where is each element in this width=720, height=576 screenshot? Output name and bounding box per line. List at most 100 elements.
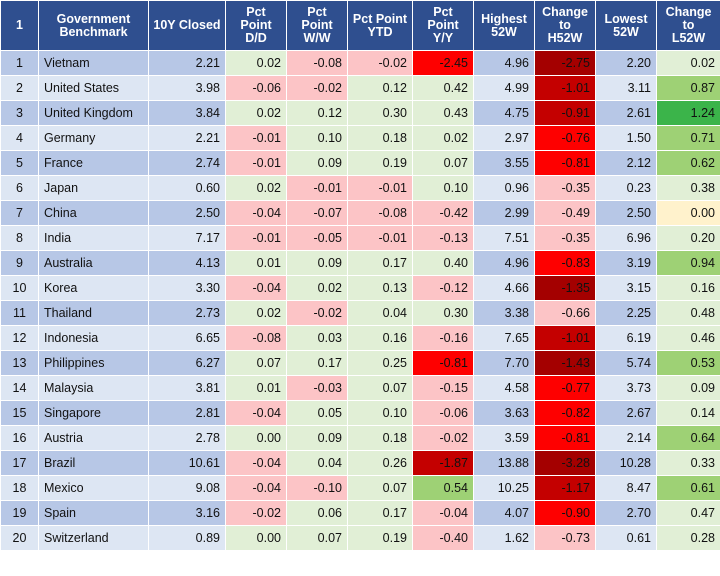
pct-ww: 0.09 xyxy=(286,425,348,451)
pct-ytd: 0.26 xyxy=(347,450,413,476)
pct-dd: 0.00 xyxy=(225,425,287,451)
country-name: Korea xyxy=(38,275,149,301)
col-ww[interactable]: Pct Point W/W xyxy=(286,0,348,51)
lowest-52w: 3.73 xyxy=(595,375,657,401)
table-row: 14 Malaysia 3.81 0.01 -0.03 0.07 -0.15 4… xyxy=(0,375,720,401)
pct-yy: -0.16 xyxy=(412,325,474,351)
row-index: 3 xyxy=(0,100,39,126)
highest-52w: 13.88 xyxy=(473,450,535,476)
col-ytd[interactable]: Pct Point YTD xyxy=(347,0,413,51)
col-dd[interactable]: Pct Point D/D xyxy=(225,0,287,51)
col-high52w[interactable]: Highest 52W xyxy=(473,0,535,51)
highest-52w: 3.55 xyxy=(473,150,535,176)
change-l52w: 0.64 xyxy=(656,425,720,451)
highest-52w: 2.97 xyxy=(473,125,535,151)
pct-ww: -0.03 xyxy=(286,375,348,401)
pct-yy: -1.87 xyxy=(412,450,474,476)
pct-dd: 0.01 xyxy=(225,375,287,401)
country-name: Japan xyxy=(38,175,149,201)
change-h52w: -0.66 xyxy=(534,300,596,326)
country-name: Mexico xyxy=(38,475,149,501)
table-row: 10 Korea 3.30 -0.04 0.02 0.13 -0.12 4.66… xyxy=(0,275,720,301)
yield-closed: 2.21 xyxy=(148,50,226,76)
lowest-52w: 5.74 xyxy=(595,350,657,376)
change-l52w: 0.38 xyxy=(656,175,720,201)
lowest-52w: 3.11 xyxy=(595,75,657,101)
pct-yy: 0.30 xyxy=(412,300,474,326)
highest-52w: 4.58 xyxy=(473,375,535,401)
table-row: 12 Indonesia 6.65 -0.08 0.03 0.16 -0.16 … xyxy=(0,325,720,351)
country-name: Malaysia xyxy=(38,375,149,401)
pct-dd: -0.02 xyxy=(225,500,287,526)
yield-closed: 7.17 xyxy=(148,225,226,251)
table-row: 4 Germany 2.21 -0.01 0.10 0.18 0.02 2.97… xyxy=(0,125,720,151)
pct-ytd: 0.30 xyxy=(347,100,413,126)
col-10y-closed[interactable]: 10Y Closed xyxy=(148,0,226,51)
pct-ww: -0.08 xyxy=(286,50,348,76)
pct-dd: 0.02 xyxy=(225,300,287,326)
pct-yy: 0.02 xyxy=(412,125,474,151)
col-benchmark[interactable]: Government Benchmark xyxy=(38,0,149,51)
yield-closed: 3.16 xyxy=(148,500,226,526)
change-l52w: 0.33 xyxy=(656,450,720,476)
highest-52w: 4.75 xyxy=(473,100,535,126)
pct-dd: -0.06 xyxy=(225,75,287,101)
table-row: 2 United States 3.98 -0.06 -0.02 0.12 0.… xyxy=(0,75,720,101)
col-change-h52w[interactable]: Change to H52W xyxy=(534,0,596,51)
country-name: Spain xyxy=(38,500,149,526)
yield-closed: 2.81 xyxy=(148,400,226,426)
col-change-l52w[interactable]: Change to L52W xyxy=(656,0,720,51)
yield-closed: 4.13 xyxy=(148,250,226,276)
bond-yield-table: 1 Government Benchmark 10Y Closed Pct Po… xyxy=(0,0,720,551)
pct-yy: 0.54 xyxy=(412,475,474,501)
pct-ytd: 0.16 xyxy=(347,325,413,351)
row-index: 11 xyxy=(0,300,39,326)
pct-yy: -2.45 xyxy=(412,50,474,76)
row-index: 16 xyxy=(0,425,39,451)
col-low52w[interactable]: Lowest 52W xyxy=(595,0,657,51)
highest-52w: 4.99 xyxy=(473,75,535,101)
change-h52w: -0.77 xyxy=(534,375,596,401)
pct-ytd: 0.18 xyxy=(347,425,413,451)
change-l52w: 0.47 xyxy=(656,500,720,526)
country-name: Singapore xyxy=(38,400,149,426)
pct-yy: 0.42 xyxy=(412,75,474,101)
pct-yy: -0.12 xyxy=(412,275,474,301)
pct-ytd: 0.17 xyxy=(347,250,413,276)
lowest-52w: 2.14 xyxy=(595,425,657,451)
change-l52w: 0.20 xyxy=(656,225,720,251)
pct-ytd: 0.25 xyxy=(347,350,413,376)
country-name: Switzerland xyxy=(38,525,149,551)
pct-yy: -0.02 xyxy=(412,425,474,451)
pct-dd: -0.08 xyxy=(225,325,287,351)
pct-yy: -0.42 xyxy=(412,200,474,226)
pct-ytd: 0.17 xyxy=(347,500,413,526)
change-h52w: -2.75 xyxy=(534,50,596,76)
lowest-52w: 2.50 xyxy=(595,200,657,226)
change-l52w: 0.53 xyxy=(656,350,720,376)
pct-ww: -0.01 xyxy=(286,175,348,201)
pct-yy: 0.10 xyxy=(412,175,474,201)
row-index: 15 xyxy=(0,400,39,426)
row-index: 9 xyxy=(0,250,39,276)
country-name: Germany xyxy=(38,125,149,151)
pct-ytd: 0.07 xyxy=(347,375,413,401)
table-row: 16 Austria 2.78 0.00 0.09 0.18 -0.02 3.5… xyxy=(0,425,720,451)
col-index[interactable]: 1 xyxy=(0,0,39,51)
table-row: 3 United Kingdom 3.84 0.02 0.12 0.30 0.4… xyxy=(0,100,720,126)
col-yy[interactable]: Pct Point Y/Y xyxy=(412,0,474,51)
yield-closed: 2.78 xyxy=(148,425,226,451)
yield-closed: 3.81 xyxy=(148,375,226,401)
pct-ww: 0.09 xyxy=(286,250,348,276)
pct-yy: -0.40 xyxy=(412,525,474,551)
row-index: 8 xyxy=(0,225,39,251)
yield-closed: 6.65 xyxy=(148,325,226,351)
highest-52w: 3.59 xyxy=(473,425,535,451)
lowest-52w: 10.28 xyxy=(595,450,657,476)
change-h52w: -0.76 xyxy=(534,125,596,151)
country-name: Brazil xyxy=(38,450,149,476)
pct-ytd: 0.18 xyxy=(347,125,413,151)
table-row: 1 Vietnam 2.21 0.02 -0.08 -0.02 -2.45 4.… xyxy=(0,50,720,76)
pct-ytd: 0.04 xyxy=(347,300,413,326)
change-l52w: 0.62 xyxy=(656,150,720,176)
